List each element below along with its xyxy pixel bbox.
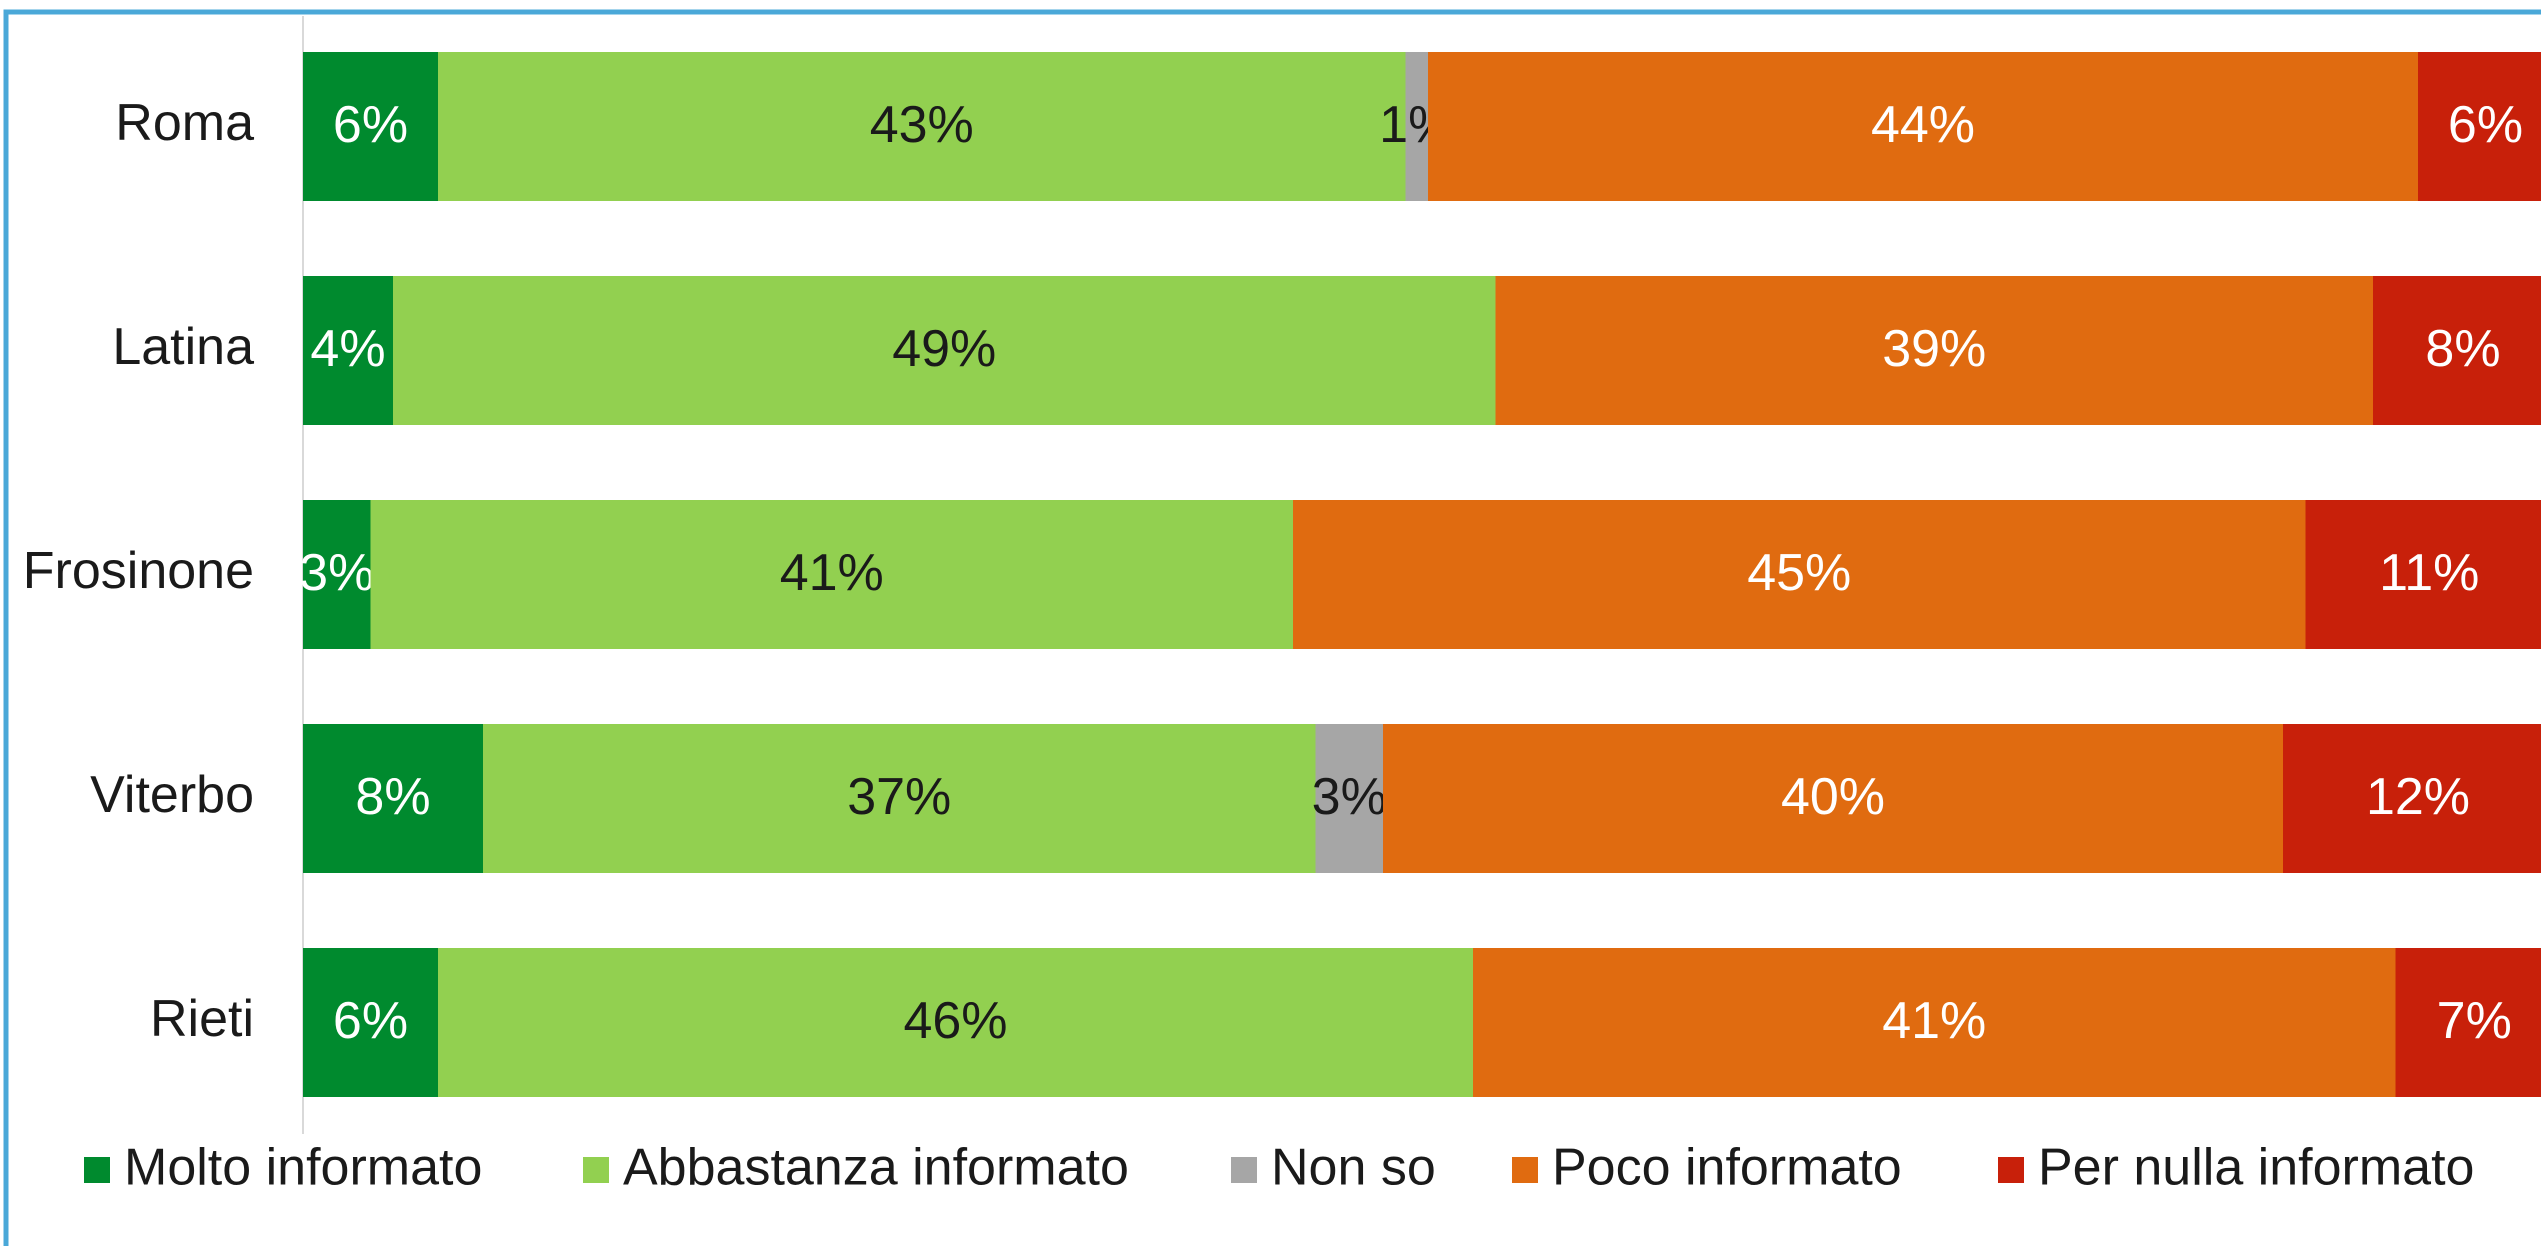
value-label: 44% xyxy=(1871,96,1975,154)
value-label: 41% xyxy=(1882,992,1986,1050)
value-label: 12% xyxy=(2366,768,2470,826)
category-label: Viterbo xyxy=(90,766,254,824)
frame xyxy=(3,9,2541,1246)
bar-segment xyxy=(2305,500,2541,649)
legend-label: Poco informato xyxy=(1552,1139,1902,1197)
bar-segment xyxy=(1293,500,2306,649)
legend-swatch xyxy=(1231,1157,1257,1183)
bar-segment xyxy=(303,500,371,649)
value-label: 8% xyxy=(355,768,430,826)
value-label: 3% xyxy=(1312,768,1387,826)
value-label: 6% xyxy=(2448,96,2523,154)
value-label: 39% xyxy=(1882,320,1986,378)
value-label: 6% xyxy=(333,96,408,154)
value-label: 41% xyxy=(780,544,884,602)
bar-segment xyxy=(2418,52,2541,201)
bar-segment xyxy=(438,948,1473,1097)
value-label: 49% xyxy=(892,320,996,378)
bar-segment xyxy=(1473,948,2396,1097)
bar-segment xyxy=(303,724,483,873)
bar-segment xyxy=(370,500,1293,649)
bar-segment xyxy=(2373,276,2541,425)
bar-segment xyxy=(1428,52,2418,201)
legend-swatch xyxy=(1998,1157,2024,1183)
legend-label: Non so xyxy=(1271,1139,1436,1197)
bar-segment xyxy=(2395,948,2541,1097)
value-label: 8% xyxy=(2425,320,2500,378)
value-label: 4% xyxy=(310,320,385,378)
legend-label: Abbastanza informato xyxy=(623,1139,1129,1197)
bar-segment xyxy=(303,948,438,1097)
legend-label: Per nulla informato xyxy=(2038,1139,2474,1197)
bar-segment xyxy=(1383,724,2283,873)
bar-segment xyxy=(483,724,1316,873)
bar-segment xyxy=(393,276,1496,425)
bar-segment xyxy=(1495,276,2373,425)
legend-label: Molto informato xyxy=(124,1139,482,1197)
category-label: Rieti xyxy=(150,990,254,1048)
legend-swatch xyxy=(1512,1157,1538,1183)
bar-segment xyxy=(303,276,393,425)
value-label: 6% xyxy=(333,992,408,1050)
category-label: Roma xyxy=(115,94,254,152)
value-label: 46% xyxy=(903,992,1007,1050)
legend-swatch xyxy=(84,1157,110,1183)
category-label: Latina xyxy=(112,318,254,376)
value-label: 40% xyxy=(1781,768,1885,826)
value-label: 7% xyxy=(2437,992,2512,1050)
legend-swatch xyxy=(583,1157,609,1183)
bar-segment xyxy=(2283,724,2541,873)
value-label: 37% xyxy=(847,768,951,826)
value-label: 3% xyxy=(299,544,374,602)
value-label: 43% xyxy=(870,96,974,154)
category-label: Frosinone xyxy=(23,542,254,600)
value-label: 11% xyxy=(2379,544,2479,602)
bar-segment xyxy=(303,52,438,201)
bar-segment xyxy=(438,52,1406,201)
bar-segment xyxy=(1315,724,1383,873)
value-label: 45% xyxy=(1747,544,1851,602)
bar-segment xyxy=(1405,52,1428,201)
